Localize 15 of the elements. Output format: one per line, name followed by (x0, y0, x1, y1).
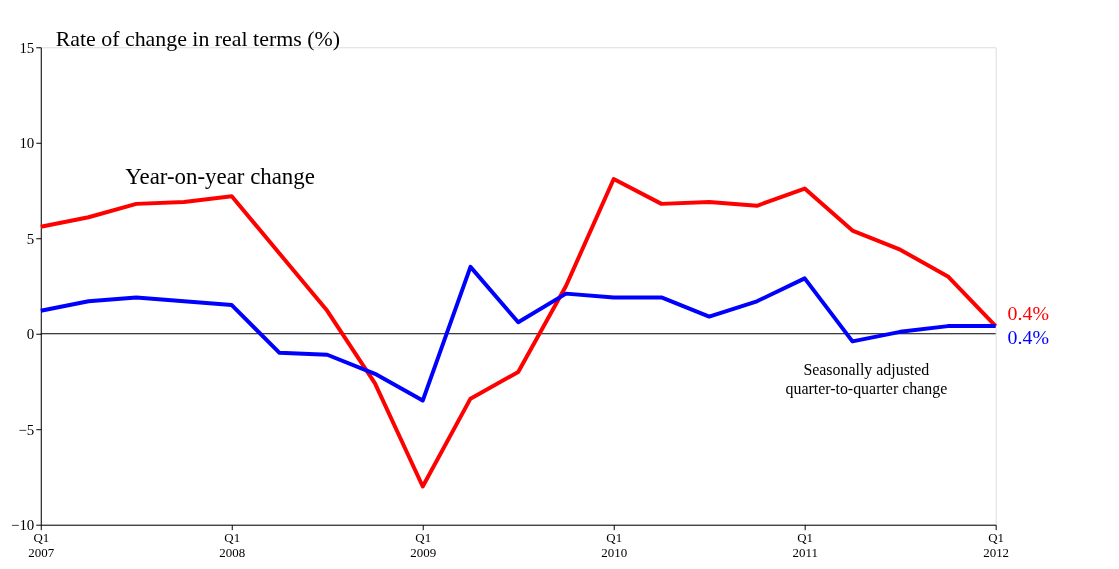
text: Seasonally adjusted quarter-to-quarter change (785, 360, 948, 399)
data-label: 0.4% (1007, 302, 1049, 325)
y-tick-label: 10 (19, 135, 35, 152)
series-label: Year-on-year change (125, 163, 315, 189)
x-tick-label: Q1 2011 (792, 530, 818, 561)
x-tick-label: Q1 2008 (219, 530, 246, 561)
x-tick-label: Q1 2012 (983, 530, 1010, 561)
y-tick-label: 15 (19, 39, 35, 56)
y-axis-title: Rate of change in real terms (%) (55, 27, 340, 52)
y-tick-label: 5 (26, 230, 35, 247)
y-tick-label: −5 (18, 421, 35, 438)
x-tick-label: Q1 2009 (410, 530, 437, 561)
x-tick-label: Q1 2010 (601, 530, 628, 561)
data-label: 0.4% (1007, 326, 1049, 349)
y-tick-label: 0 (26, 326, 35, 343)
